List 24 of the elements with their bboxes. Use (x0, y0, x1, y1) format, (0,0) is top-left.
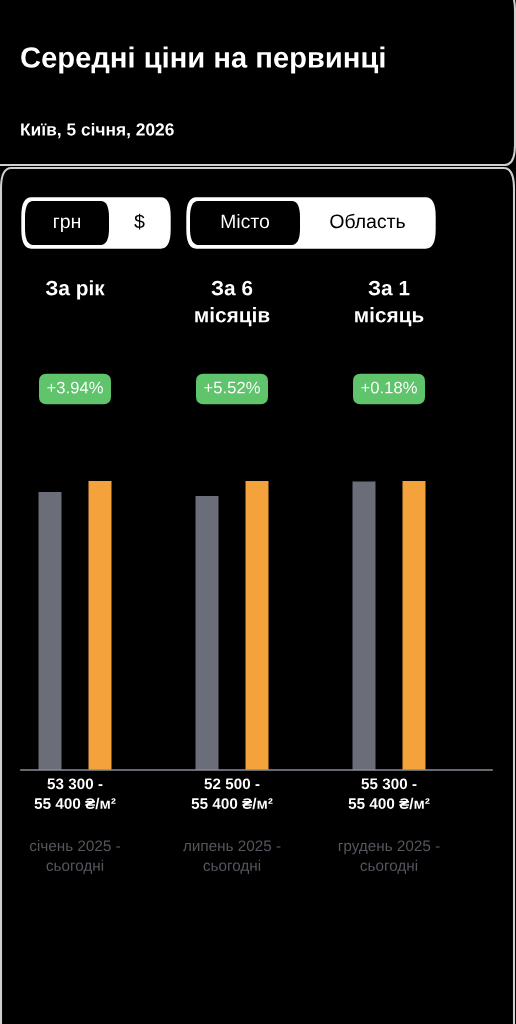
bar (195, 496, 219, 770)
x-tick-label: За 1 місяць (355, 280, 424, 327)
text: Область (330, 213, 405, 229)
bar (352, 481, 376, 770)
text: грудень 2025 - сьогодні (338, 840, 440, 874)
chart-subtitle: Київ, 5 січня, 2026 (21, 122, 174, 139)
text: $ (134, 213, 145, 230)
text: 55 300 - 55 400 ₴/м² (348, 778, 430, 810)
text: грн (54, 217, 80, 233)
text: 53 300 - 55 400 ₴/м² (34, 778, 116, 810)
text: +0.18% (361, 381, 417, 394)
x-tick-label: За 6 місяців (195, 280, 270, 327)
text: Місто (221, 213, 270, 229)
text: січень 2025 - сьогодні (29, 839, 121, 874)
bar (245, 481, 269, 770)
x-tick-label: За рік (45, 280, 105, 300)
bar (402, 481, 426, 770)
bar (88, 481, 112, 770)
text: +5.52% (204, 381, 260, 394)
text: +3.94% (47, 381, 103, 394)
bar (38, 491, 62, 770)
chart-title: Середні ціни на первинці (21, 46, 385, 74)
text: липень 2025 - сьогодні (183, 840, 281, 874)
text: 52 500 - 55 400 ₴/м² (191, 778, 273, 810)
